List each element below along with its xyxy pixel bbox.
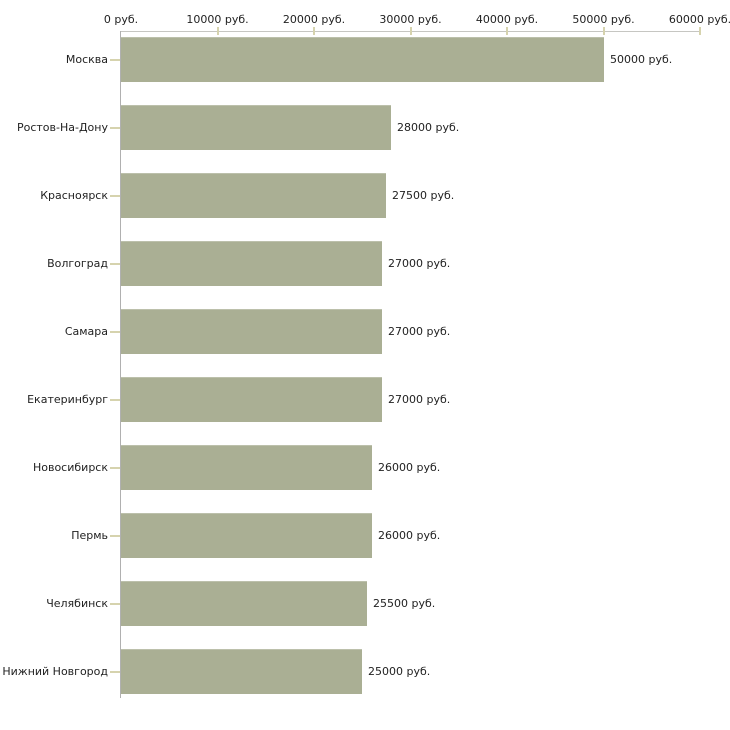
category-tick <box>110 58 120 61</box>
x-axis-tick-label: 60000 руб. <box>668 13 730 26</box>
category-tick <box>110 602 120 605</box>
bar <box>121 309 382 354</box>
bar <box>121 105 391 150</box>
x-axis-tick <box>699 27 701 35</box>
value-label: 27000 руб. <box>388 392 451 406</box>
category-tick <box>110 466 120 469</box>
value-label: 26000 руб. <box>378 460 441 474</box>
bar <box>121 513 372 558</box>
x-axis-tick <box>313 27 315 35</box>
x-axis-tick-label: 50000 руб. <box>572 13 635 26</box>
x-axis-tick-label: 30000 руб. <box>379 13 442 26</box>
bar <box>121 581 367 626</box>
category-label: Новосибирск <box>32 460 108 474</box>
category-tick <box>110 126 120 129</box>
x-axis-tick <box>602 27 605 35</box>
value-label: 27500 руб. <box>392 188 455 202</box>
bar <box>121 649 362 694</box>
bar <box>121 173 386 218</box>
value-label: 50000 руб. <box>610 52 673 66</box>
category-label: Ростов-На-Дону <box>16 120 108 134</box>
x-axis-tick <box>409 27 412 35</box>
category-label: Екатеринбург <box>27 392 108 406</box>
category-tick <box>110 262 120 265</box>
value-label: 25000 руб. <box>368 664 431 678</box>
category-tick <box>110 670 120 673</box>
category-label: Волгоград <box>47 256 108 270</box>
bar <box>121 445 372 490</box>
value-label: 25500 руб. <box>373 596 436 610</box>
bar <box>121 377 382 422</box>
bar <box>121 241 382 286</box>
value-label: 27000 руб. <box>388 256 451 270</box>
category-tick <box>110 330 120 333</box>
value-label: 27000 руб. <box>388 324 451 338</box>
x-axis-tick-label: 10000 руб. <box>186 13 249 26</box>
category-label: Нижний Новгород <box>2 664 108 678</box>
category-tick <box>110 534 120 537</box>
category-tick <box>110 194 120 197</box>
value-label: 26000 руб. <box>378 528 441 542</box>
category-label: Красноярск <box>40 188 108 202</box>
x-axis-tick-label: 40000 руб. <box>475 13 539 26</box>
x-axis-tick <box>216 27 219 35</box>
value-label: 28000 руб. <box>397 120 460 134</box>
category-label: Самара <box>64 324 108 338</box>
category-label: Челябинск <box>46 596 108 610</box>
category-tick <box>110 398 120 401</box>
x-axis-tick-label: 20000 руб. <box>282 13 346 26</box>
x-axis-tick-label: 0 руб. <box>103 13 139 26</box>
bar <box>121 37 604 82</box>
x-axis-tick <box>506 27 508 35</box>
category-label: Москва <box>65 52 108 66</box>
y-axis-line <box>120 31 121 698</box>
category-label: Пермь <box>71 528 108 542</box>
